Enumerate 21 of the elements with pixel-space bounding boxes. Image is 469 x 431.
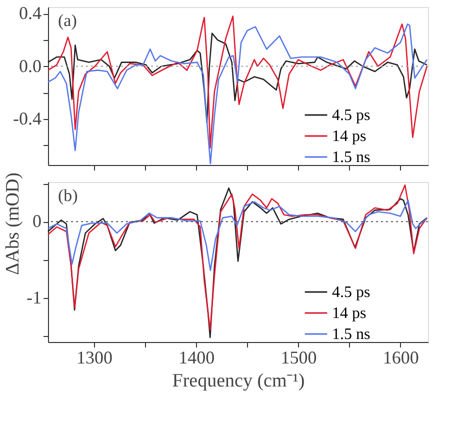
legend-label: 14 ps bbox=[332, 305, 366, 322]
legend-label: 4.5 ps bbox=[332, 284, 370, 301]
annotation: (a) bbox=[58, 11, 77, 30]
line-series bbox=[47, 16, 428, 149]
y-tick-label: 0 bbox=[32, 211, 42, 232]
x-axis-title: Frequency (cm⁻¹) bbox=[172, 370, 305, 392]
legend-label: 4.5 ps bbox=[332, 107, 370, 124]
x-tick-label: 1400 bbox=[178, 348, 215, 368]
legend-label: 14 ps bbox=[332, 128, 366, 145]
annotation: (b) bbox=[58, 186, 78, 205]
legend-label: 1.5 ns bbox=[332, 149, 370, 166]
y-axis-title: ΔAbs (mOD) bbox=[2, 172, 24, 275]
line-series bbox=[47, 32, 428, 124]
legend-label: 1.5 ns bbox=[332, 326, 370, 343]
x-tick-label: 1500 bbox=[280, 348, 317, 368]
y-tick-label: 0.4 bbox=[19, 3, 42, 24]
y-tick-label: -1 bbox=[26, 287, 42, 308]
x-tick-label: 1300 bbox=[76, 348, 112, 368]
x-tick-label: 1600 bbox=[382, 348, 419, 368]
y-tick-label: -0.4 bbox=[13, 108, 42, 128]
y-tick-label: 0.0 bbox=[19, 56, 42, 76]
